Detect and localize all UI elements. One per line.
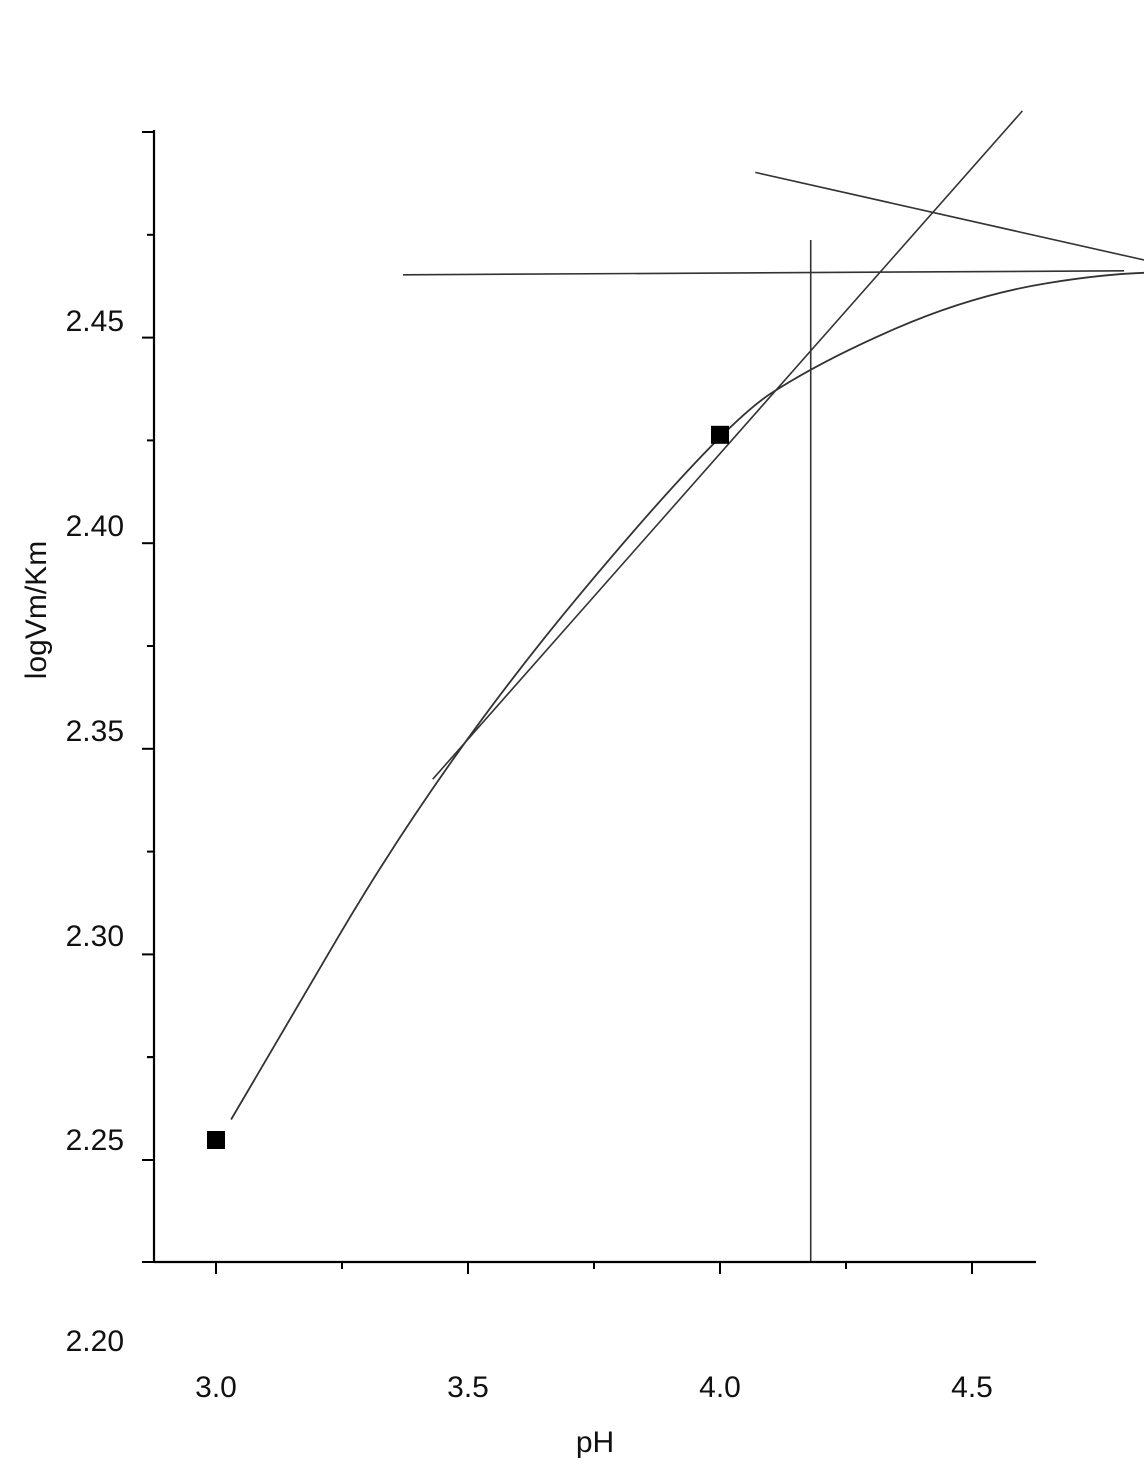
tick-labels: 2.202.252.302.352.402.453.03.54.04.55.05…: [66, 305, 993, 1404]
data-point-marker: [711, 425, 729, 444]
y-tick-label: 2.25: [66, 1124, 124, 1157]
x-tick-label: 4.0: [699, 1371, 741, 1404]
x-axis-label: pH: [576, 1426, 614, 1459]
x-tick-label: 3.0: [195, 1371, 237, 1404]
fitted-curve-layer: [230, 271, 1144, 1120]
fitted-curve: [230, 271, 1144, 1120]
data-point-marker: [207, 1131, 225, 1149]
y-tick-label: 2.30: [66, 920, 124, 953]
data-points: [207, 425, 729, 1149]
y-tick-label: 2.35: [66, 715, 124, 748]
horizontal-reference-line: [402, 270, 1125, 276]
tangent-line: [755, 171, 1144, 261]
axes: [142, 130, 1036, 1274]
y-tick-label: 2.20: [66, 1325, 124, 1358]
x-tick-label: 4.5: [951, 1371, 993, 1404]
reference-lines: [402, 110, 1144, 1262]
x-tick-label: 3.5: [447, 1371, 489, 1404]
y-tick-label: 2.40: [66, 510, 124, 543]
y-tick-label: 2.45: [66, 305, 124, 338]
tangent-line: [432, 110, 1023, 780]
y-axis-label: logVm/Km: [20, 541, 53, 679]
